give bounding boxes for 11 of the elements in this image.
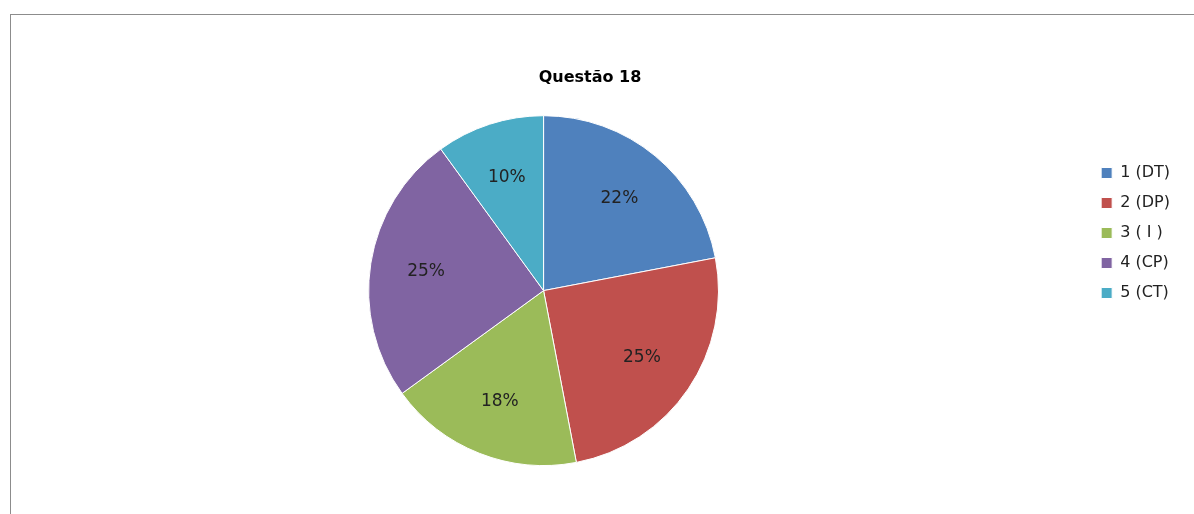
data-label: 22% (600, 187, 639, 208)
chart-title: Questão 18 (538, 66, 642, 86)
legend-label: 1 (DT) (1120, 162, 1170, 182)
data-label: 25% (407, 260, 446, 281)
data-label: 10% (487, 165, 526, 186)
legend-label: 3 ( I ) (1120, 222, 1163, 242)
data-label: 25% (623, 345, 661, 366)
legend-label: 4 (CP) (1120, 252, 1169, 272)
legend-label: 2 (DP) (1120, 192, 1170, 212)
data-label: 18% (480, 389, 519, 410)
legend-label: 5 (CT) (1120, 282, 1169, 302)
